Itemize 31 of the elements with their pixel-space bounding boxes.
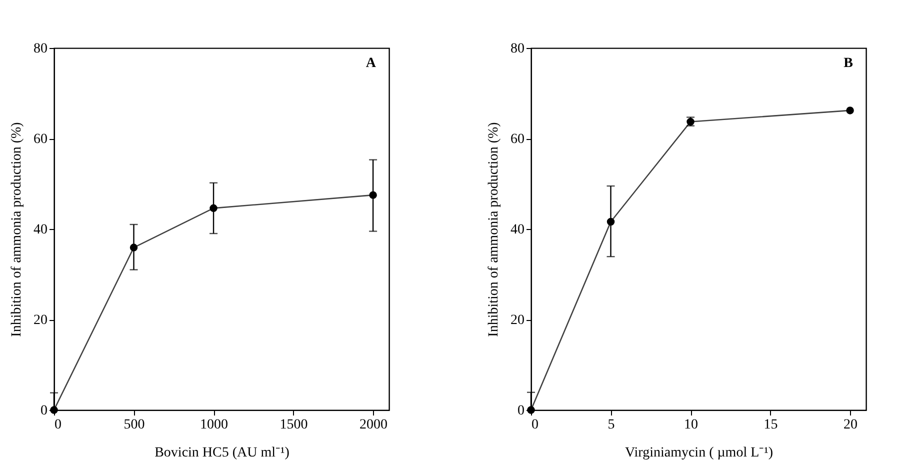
x-tick-label: 20: [844, 418, 858, 432]
y-axis-title: Inhibition of ammonia production (%): [486, 122, 502, 337]
x-tick-label: 10: [684, 418, 698, 432]
x-axis-title: Virginiamycin ( µmol L⁻¹): [625, 446, 774, 460]
point: [369, 191, 377, 199]
x-tick-label: 5: [608, 418, 615, 432]
y-tick-label: 20: [510, 313, 524, 328]
y-tick-label: 40: [34, 222, 48, 238]
y-tick-label: 0: [40, 404, 48, 418]
x-tick-label: 1500: [280, 418, 308, 432]
annotation: A: [366, 56, 377, 71]
y-tick-label: 40: [510, 222, 524, 238]
x-tick-label: 1000: [200, 418, 228, 432]
y-tick-label: 60: [510, 132, 524, 147]
y-tick-label: 20: [34, 313, 48, 328]
y-tick-label: 60: [34, 132, 48, 147]
x-tick-label: 15: [764, 418, 778, 432]
y-axis-title: Inhibition of ammonia production (%): [10, 122, 24, 337]
y-tick-label: 0: [518, 404, 524, 418]
x-tick-label: 0: [54, 418, 62, 432]
point: [210, 204, 218, 212]
x-tick-label: 500: [124, 418, 145, 432]
x-tick-label: 2000: [360, 418, 388, 432]
point: [130, 244, 138, 252]
point: [606, 218, 615, 226]
y-tick-label: 80: [34, 42, 48, 56]
x-axis-title: Bovicin HC5 (AU ml⁻¹): [154, 446, 290, 460]
x-tick-label: 0: [532, 418, 538, 432]
y-tick-label: 80: [510, 42, 524, 56]
annotation: B: [844, 56, 853, 71]
point: [846, 106, 854, 114]
